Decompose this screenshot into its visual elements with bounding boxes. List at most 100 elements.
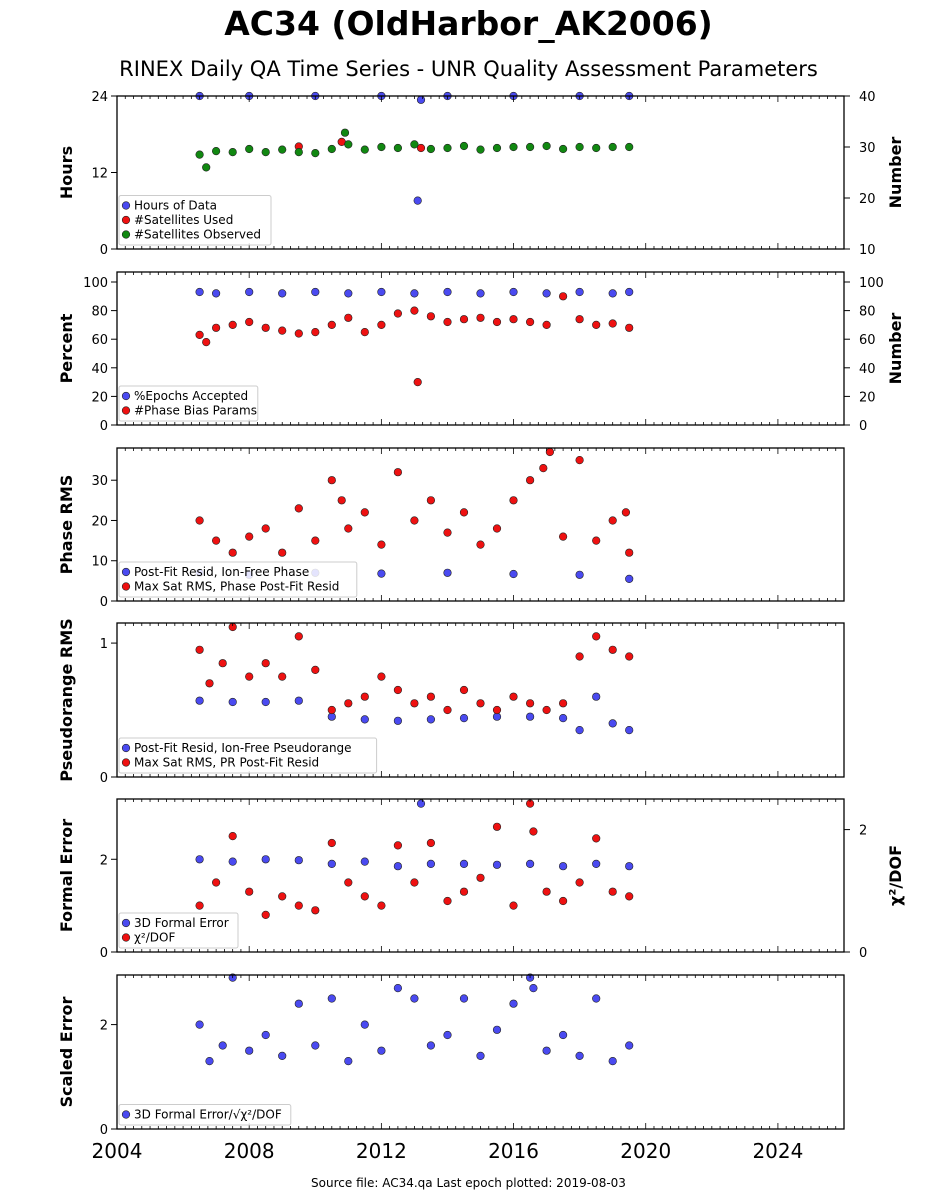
data-point — [212, 323, 221, 332]
legend-marker — [121, 918, 131, 928]
data-point — [393, 685, 403, 695]
x-tick-label: 2004 — [92, 1139, 143, 1163]
data-point — [410, 699, 419, 708]
data-point — [459, 887, 469, 896]
data-point — [344, 878, 353, 887]
y-axis-label: Percent — [57, 313, 76, 383]
data-point — [592, 834, 601, 843]
data-point — [245, 317, 254, 327]
data-point — [525, 699, 535, 708]
data-point — [459, 713, 469, 723]
y2-axis-label: Number — [886, 137, 905, 209]
data-point — [377, 672, 386, 681]
data-point — [592, 320, 601, 330]
panel-3: 0 10 20 30 Phase RMS Post-Fit Resid, Ion-Free… — [57, 447, 845, 610]
y-axis-label: Pseudorange RMS — [57, 618, 76, 781]
x-tick-label: 2016 — [488, 1139, 539, 1163]
data-point — [377, 142, 386, 152]
data-point — [294, 329, 303, 338]
chart-subtitle: RINEX Daily QA Time Series - UNR Quality… — [119, 57, 818, 81]
data-point — [426, 715, 436, 724]
data-point — [575, 1051, 584, 1060]
data-point — [360, 857, 369, 866]
data-point — [592, 859, 601, 869]
legend-label: #Satellites Observed — [134, 228, 261, 242]
data-point — [212, 147, 221, 156]
data-point — [625, 142, 634, 152]
data-point — [443, 317, 452, 327]
data-point — [608, 319, 617, 328]
data-point — [608, 887, 617, 896]
data-point — [426, 144, 436, 154]
data-point — [212, 536, 221, 545]
series-1 — [195, 799, 634, 871]
data-point — [261, 1030, 270, 1040]
legend-label: Post-Fit Resid, Ion-Free Phase — [134, 565, 309, 579]
series-3 — [195, 128, 634, 172]
data-point — [492, 705, 502, 715]
y-tick-label: 20 — [91, 390, 108, 405]
series-1 — [195, 287, 634, 298]
y-tick-label: 20 — [91, 514, 108, 529]
legend-label: χ²/DOF — [134, 931, 175, 945]
y2-tick-label: 20 — [859, 390, 876, 405]
data-point — [592, 692, 601, 701]
data-point — [261, 855, 270, 864]
data-point — [509, 496, 518, 505]
data-point — [311, 665, 320, 675]
data-point — [410, 516, 419, 525]
data-point — [509, 142, 518, 152]
legend-marker — [121, 391, 131, 401]
legend-marker — [121, 582, 131, 591]
data-point — [195, 645, 204, 654]
data-point — [492, 524, 502, 533]
data-point — [558, 1030, 568, 1040]
x-tick-label: 2008 — [224, 1139, 275, 1163]
data-point — [413, 378, 422, 387]
data-point — [416, 799, 426, 808]
x-tick-label: 2012 — [356, 1139, 407, 1163]
series-2 — [195, 292, 634, 387]
data-point — [625, 862, 634, 871]
data-point — [575, 456, 584, 465]
data-point — [575, 315, 584, 324]
data-point — [261, 524, 270, 533]
data-point — [344, 524, 353, 533]
data-point — [261, 659, 270, 668]
data-point — [344, 289, 353, 298]
data-point — [377, 1046, 386, 1055]
data-point — [360, 508, 369, 517]
legend-marker — [121, 215, 131, 225]
data-point — [492, 822, 502, 831]
data-point — [443, 705, 452, 715]
data-point — [426, 838, 436, 848]
data-point — [592, 143, 601, 153]
data-point — [393, 983, 403, 993]
data-point — [426, 859, 436, 869]
data-point — [410, 289, 419, 298]
data-point — [377, 287, 386, 297]
y-tick-label: 0 — [100, 419, 108, 434]
y-axis-label: Formal Error — [57, 819, 76, 932]
y-axis-label: Phase RMS — [57, 475, 76, 575]
data-point — [228, 320, 237, 330]
data-point — [509, 569, 518, 579]
y2-tick-label: 0 — [859, 946, 867, 961]
data-point — [377, 320, 386, 330]
legend-marker — [121, 567, 131, 577]
y-tick-label: 2 — [100, 1019, 108, 1034]
data-point — [410, 994, 419, 1003]
data-point — [525, 712, 535, 721]
x-tick-label: 2020 — [620, 1139, 671, 1163]
data-point — [212, 289, 221, 298]
data-point — [558, 144, 568, 154]
data-point — [608, 645, 617, 654]
data-point — [529, 983, 538, 993]
data-point — [476, 540, 485, 549]
data-point — [360, 892, 369, 901]
data-point — [476, 699, 485, 708]
data-point — [592, 994, 601, 1003]
data-point — [195, 330, 204, 340]
data-point — [245, 1046, 254, 1055]
